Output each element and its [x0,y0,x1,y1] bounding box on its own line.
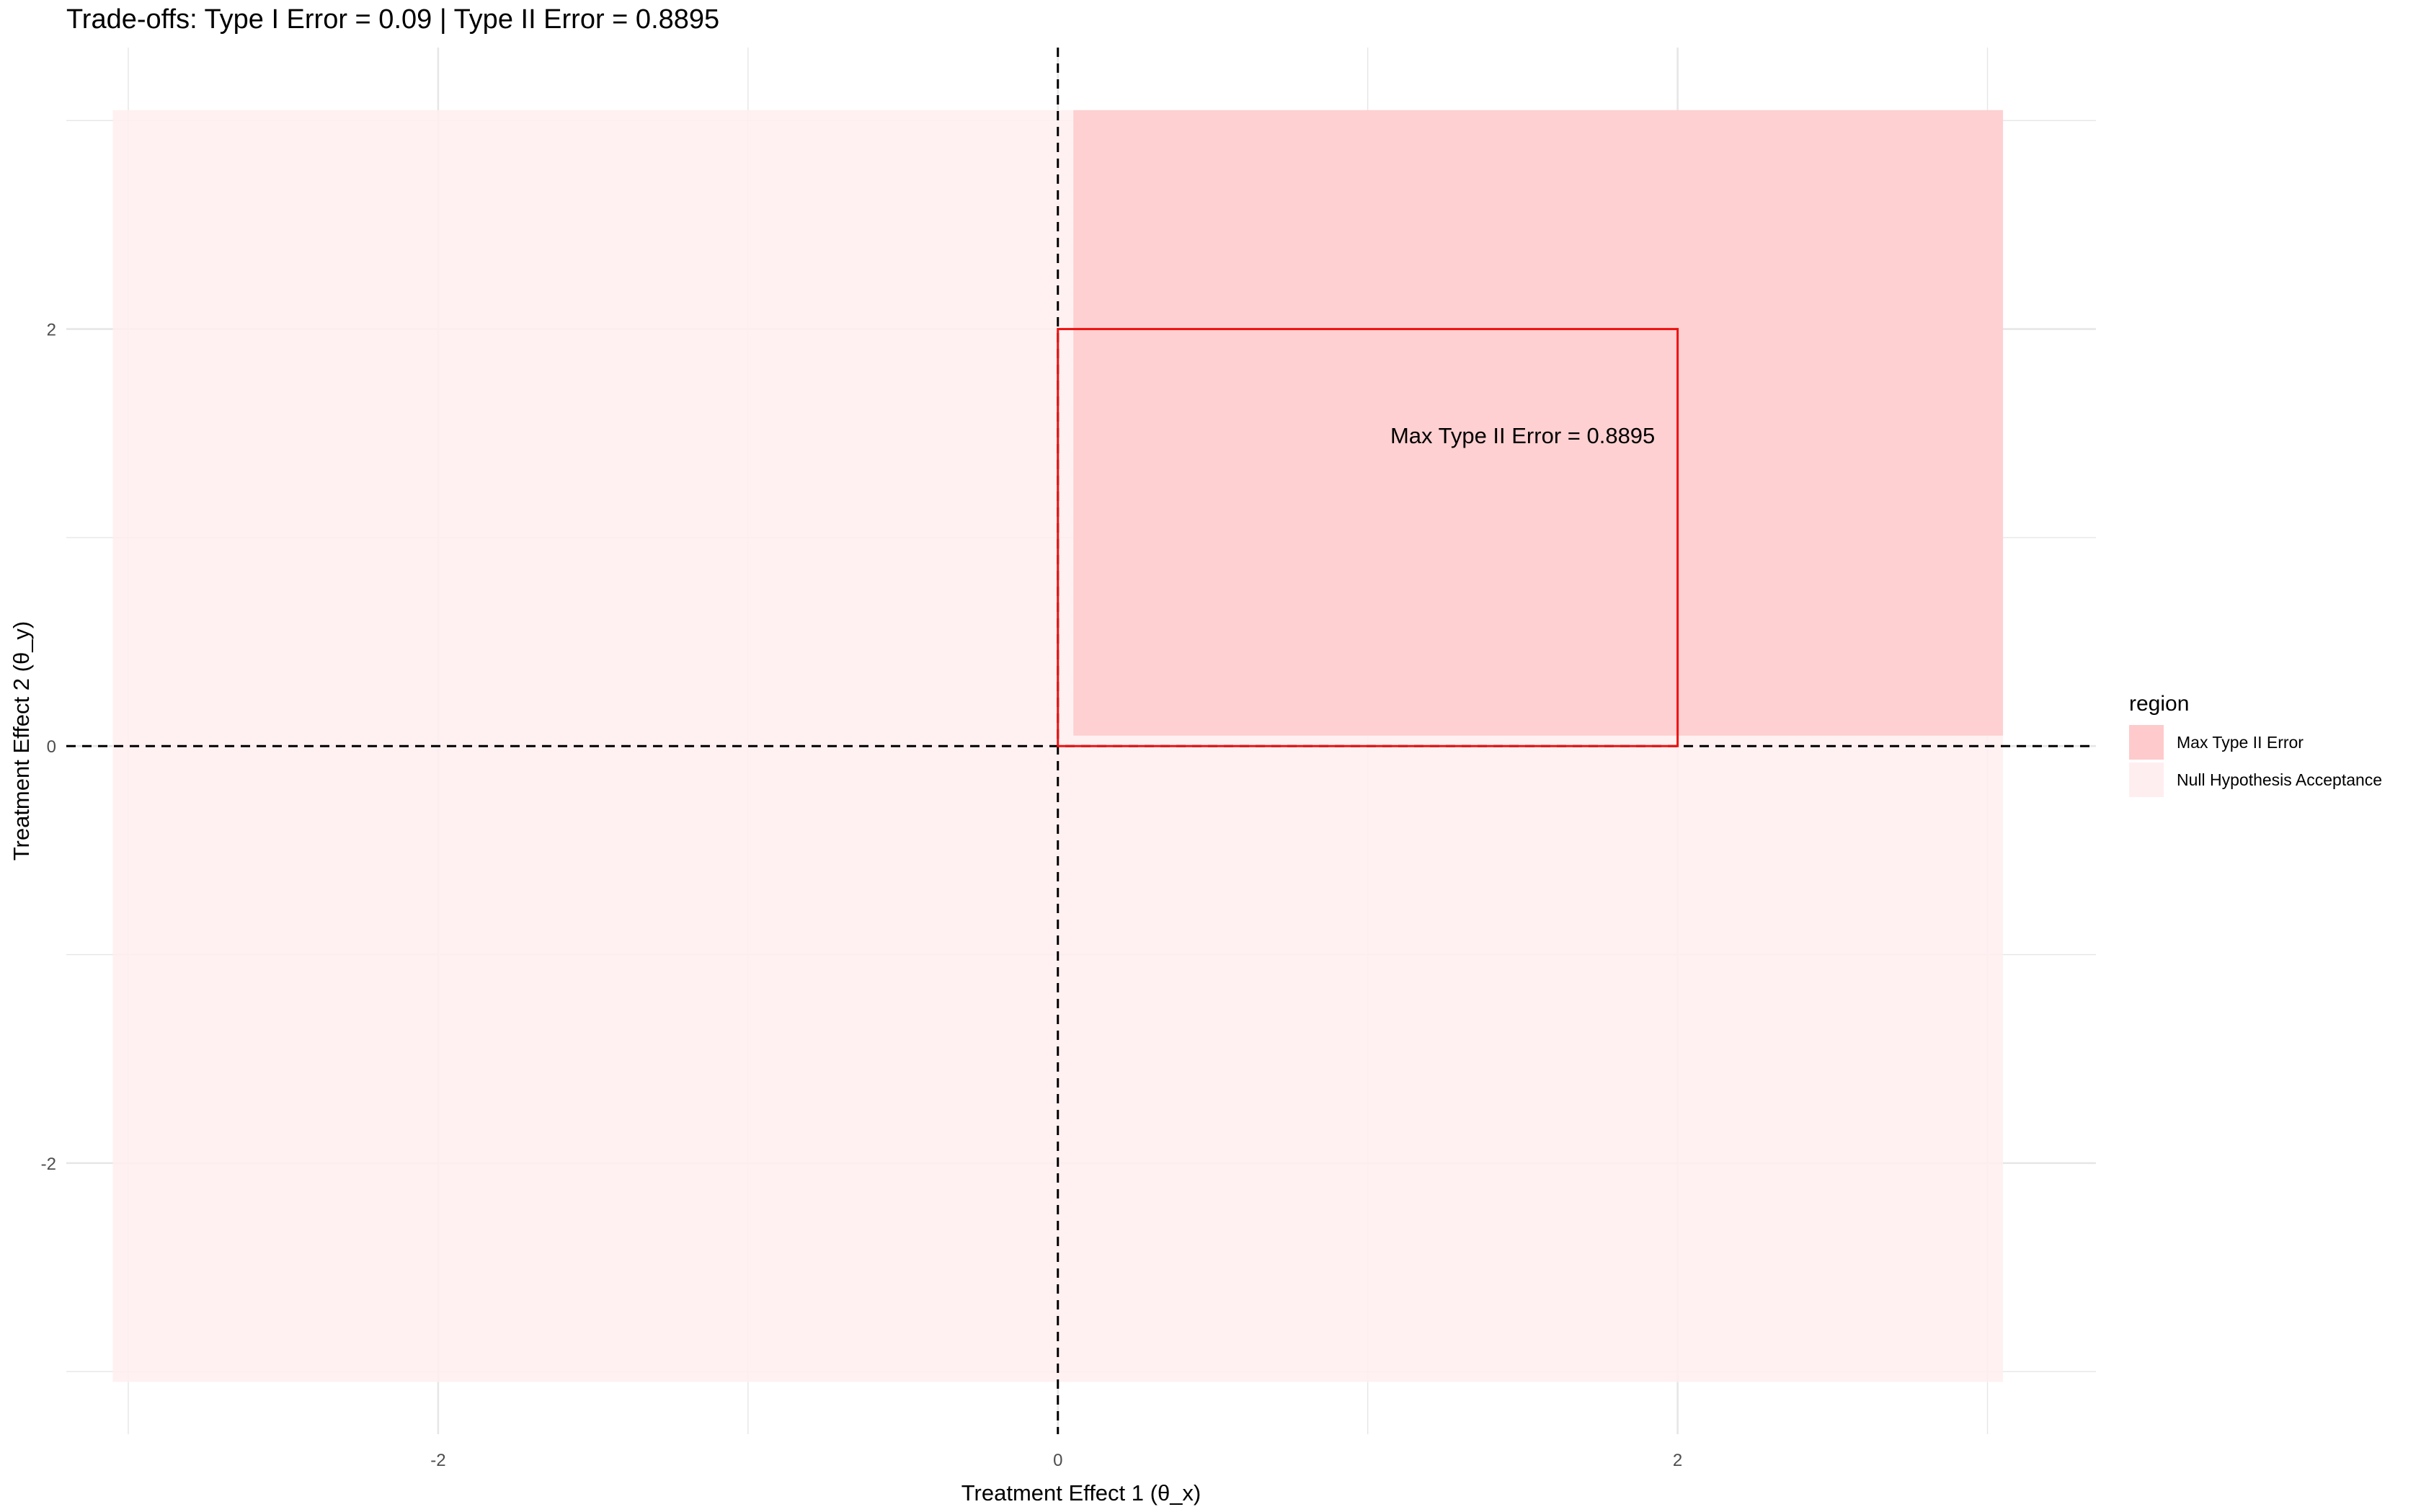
y-tick-label: 2 [47,321,56,340]
y-axis-label: Treatment Effect 2 (θ_y) [9,621,34,861]
legend-label: Null Hypothesis Acceptance [2177,770,2383,789]
x-tick-label: -2 [430,1451,445,1470]
region-max-type-ii-error [1073,110,2004,736]
legend-key-max-type-ii [2129,725,2164,760]
max-type-ii-rectangle [1057,328,1679,747]
rectangle-layer [1057,328,1679,747]
legend-title: region [2129,692,2190,716]
legend: region Max Type II Error Null Hypothesis… [2129,692,2382,799]
y-tick-label: -2 [41,1155,56,1174]
legend-label: Max Type II Error [2177,732,2304,752]
annotation-label: Max Type II Error = 0.8895 [1390,423,1655,448]
x-axis-label: Treatment Effect 1 (θ_x) [961,1480,1201,1506]
y-tick-label: 0 [47,737,56,757]
x-tick-label: 2 [1673,1451,1682,1470]
chart-title: Trade-offs: Type I Error = 0.09 | Type I… [66,4,720,35]
x-tick-label: 0 [1053,1451,1062,1470]
label-layer: Max Type II Error = 0.8895 -2 0 2 -2 0 2 Treatm… [9,321,1682,1506]
legend-key-null-acceptance [2129,762,2164,797]
legend-item-max-type-ii: Max Type II Error [2129,724,2382,761]
legend-item-null-acceptance: Null Hypothesis Acceptance [2129,761,2382,799]
